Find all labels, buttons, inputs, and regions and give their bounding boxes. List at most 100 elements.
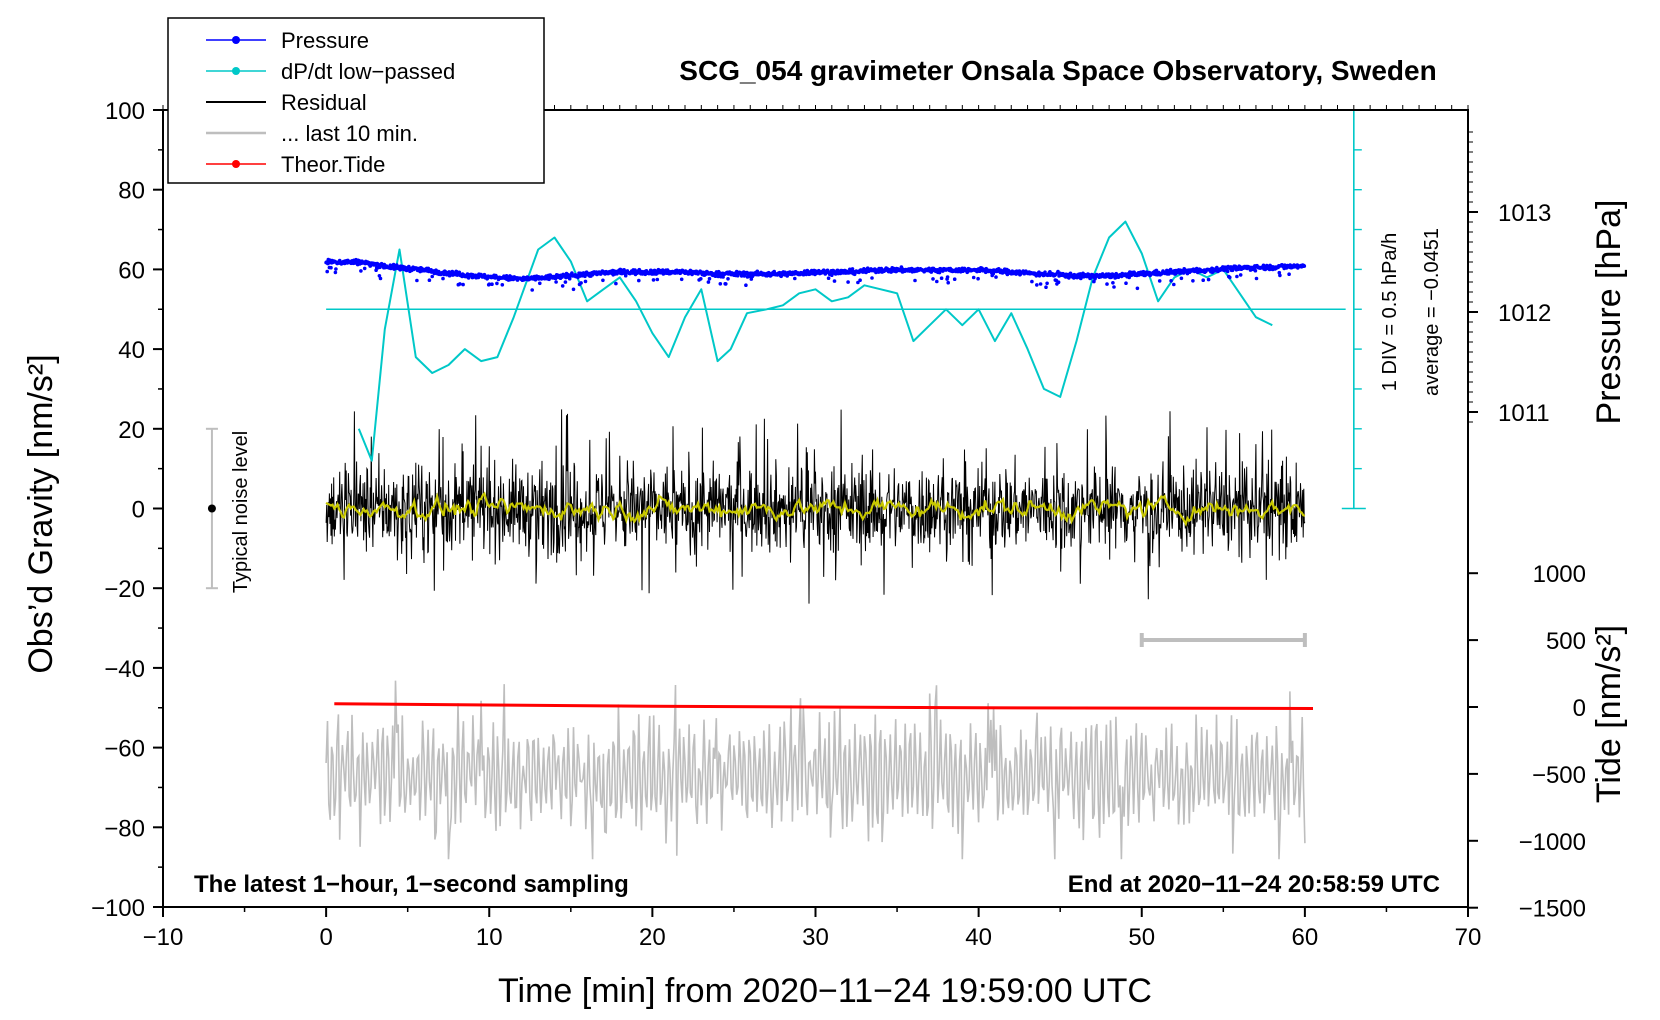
pressure-point [913,278,917,283]
pressure-point [430,274,435,279]
pressure-point [362,266,367,271]
pressure-point [699,277,703,281]
pressure-point [1127,275,1131,280]
pressure-point [553,276,558,281]
pressure-point [655,277,660,282]
y-left-tick-label: 0 [132,497,145,524]
pressure-point [1278,273,1282,278]
pressure-point [707,276,712,281]
pressure-point [325,269,330,274]
pressure-point [721,275,725,279]
pressure-point [718,282,723,286]
pressure-point [457,270,462,275]
series-dpdt-line [357,220,1273,462]
pressure-point [1035,283,1039,287]
y-left-tick-label: −100 [91,895,145,922]
pressure-point [1225,269,1230,274]
pressure-point [1179,276,1184,281]
pressure-point [1253,268,1258,273]
left-axis-title: Obs’d Gravity [nm/s²] [22,354,60,673]
series-last10-line [325,680,1306,860]
y-left-tick-label: 80 [118,178,145,205]
pressure-point [395,263,399,267]
y-left-tick-label: −20 [104,576,145,603]
pressure-point [793,276,797,281]
tide-tick-label: 500 [1546,628,1586,655]
tide-tick-label: −500 [1532,762,1586,789]
pressure-point [1169,279,1173,283]
pressure-point [870,276,874,280]
legend-label: Theor.Tide [281,152,385,177]
pressure-point [623,273,628,278]
y-left-tick-label: 20 [118,417,145,444]
y-left-tick-label: 40 [118,337,145,364]
x-tick-label: 50 [1128,924,1155,951]
pressure-point [937,270,942,275]
x-tick-label: 20 [639,924,666,951]
legend-label: dP/dt low−passed [281,59,455,84]
pressure-point [333,270,338,275]
pressure-tick-label: 1012 [1498,300,1551,327]
x-axis-title: Time [min] from 2020−11−24 19:59:00 UTC [498,972,1152,1010]
pressure-point [1038,282,1043,286]
pressure-point [946,280,950,285]
x-tick-label: −10 [143,924,184,951]
pressure-point [329,265,333,270]
tide-tick-label: 1000 [1533,561,1586,588]
pressure-point [461,282,465,287]
x-tick-label: 40 [965,924,992,951]
legend-swatch-marker [232,36,240,44]
pressure-point [583,279,588,284]
pressure-point [976,276,980,281]
legend-label: Residual [281,90,367,115]
pressure-point [500,283,505,287]
pressure-point [637,278,641,283]
tide-tick-label: −1500 [1519,896,1586,923]
series-residual-smoothed-line [325,491,1306,527]
pressure-point [1191,279,1195,283]
pressure-point [856,280,860,285]
legend-box [167,17,545,184]
y-left-tick-label: 60 [118,257,145,284]
dpdt-scale-label: 1 DIV = 0.5 hPa/h [1379,233,1401,391]
pressure-point [945,275,950,279]
pressure-point [1287,272,1291,277]
pressure-point [1056,280,1061,285]
pressure-point [846,280,850,284]
pressure-point [935,279,939,284]
noise-level-label: Typical noise level [230,431,252,593]
pressure-point [614,281,618,286]
pressure-point [458,282,462,286]
pressure-point [1030,279,1034,284]
x-tick-label: 70 [1455,924,1482,951]
pressure-point [1045,281,1049,286]
pressure-point [378,276,383,281]
x-tick-label: 60 [1292,924,1319,951]
pressure-point [415,278,419,283]
pressure-point [726,277,730,281]
pressure-point [1078,272,1083,276]
pressure-point [441,276,445,281]
pressure-point [487,282,492,287]
pressure-point [554,280,558,284]
pressure-point [826,276,831,281]
pressure-point [1092,279,1096,284]
pressure-point [1124,281,1128,286]
pressure-point [1172,282,1176,287]
pressure-point [495,281,499,286]
legend-swatch-marker [232,67,240,75]
pressure-point [490,282,494,287]
pressure-tick-label: 1013 [1498,200,1551,227]
pressure-point [530,288,534,292]
pressure-point [749,277,754,281]
legend-label: ... last 10 min. [281,121,418,146]
pressure-point [571,287,576,292]
pressure-point [858,278,862,283]
pressure-point [538,281,542,286]
x-tick-label: 30 [802,924,829,951]
pressure-point [1157,279,1162,283]
pressure-point [931,277,935,281]
pressure-point [1302,264,1307,268]
chart-title: SCG_054 gravimeter Onsala Space Observat… [679,55,1436,86]
bottom-right-note: End at 2020−11−24 20:58:59 UTC [1068,871,1440,898]
